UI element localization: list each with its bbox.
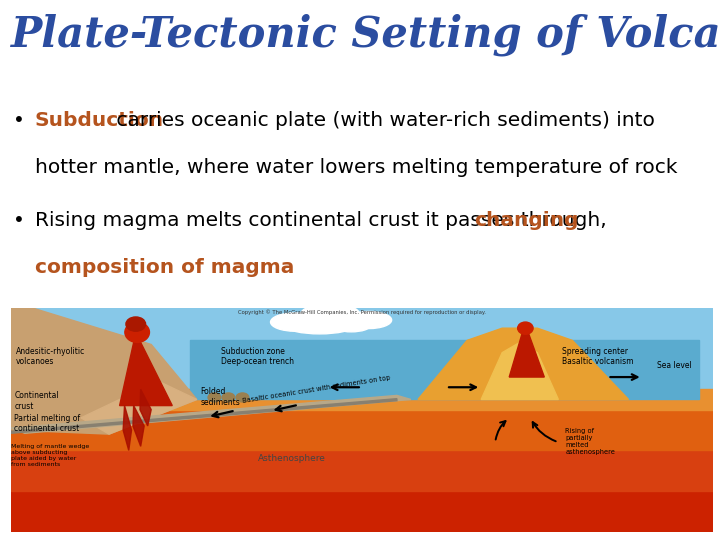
Polygon shape [11, 491, 713, 532]
Ellipse shape [208, 393, 221, 402]
Text: Subduction zone
Deep-ocean trench: Subduction zone Deep-ocean trench [222, 347, 294, 366]
Ellipse shape [346, 312, 392, 328]
Polygon shape [11, 389, 713, 410]
Text: Melting of mantle wedge
above subducting
plate aided by water
from sediments: Melting of mantle wedge above subducting… [11, 444, 89, 467]
Text: Partial melting of
continental crust: Partial melting of continental crust [14, 414, 81, 433]
Text: Continental
crust: Continental crust [14, 392, 59, 411]
Text: composition of magma: composition of magma [35, 258, 294, 277]
Polygon shape [481, 342, 559, 400]
Text: •: • [13, 211, 24, 229]
Text: Rising of
partially
melted
asthenosphere: Rising of partially melted asthenosphere [565, 428, 616, 455]
Polygon shape [509, 334, 544, 377]
Ellipse shape [300, 303, 360, 326]
Polygon shape [11, 410, 713, 450]
Text: Subduction: Subduction [35, 111, 163, 130]
Polygon shape [120, 342, 172, 406]
Ellipse shape [518, 322, 533, 334]
Polygon shape [11, 308, 713, 402]
Text: hotter mantle, where water lowers melting temperature of rock: hotter mantle, where water lowers meltin… [35, 158, 677, 177]
Polygon shape [123, 406, 132, 450]
Ellipse shape [287, 319, 353, 334]
Polygon shape [11, 450, 713, 491]
Text: Asthenosphere: Asthenosphere [258, 454, 325, 463]
Ellipse shape [236, 393, 249, 402]
Ellipse shape [332, 319, 371, 332]
Ellipse shape [126, 317, 145, 331]
Polygon shape [11, 308, 197, 434]
Text: Copyright © The McGraw-Hill Companies, Inc. Permission required for reproduction: Copyright © The McGraw-Hill Companies, I… [238, 309, 486, 315]
Polygon shape [418, 328, 629, 400]
Text: Folded
sediments: Folded sediments [200, 387, 240, 407]
Polygon shape [81, 381, 197, 434]
Text: Plate-Tectonic Setting of Volcanoes: Plate-Tectonic Setting of Volcanoes [11, 14, 720, 56]
Text: Sea level: Sea level [657, 361, 691, 370]
Text: carries oceanic plate (with water-rich sediments) into: carries oceanic plate (with water-rich s… [109, 111, 654, 130]
Text: Figure 6.7: Figure 6.7 [562, 489, 698, 513]
Polygon shape [140, 389, 151, 426]
Polygon shape [11, 399, 397, 433]
Text: Rising magma melts continental crust it passes through,: Rising magma melts continental crust it … [35, 211, 613, 229]
Text: •: • [13, 111, 24, 130]
Text: Andesitic-rhyolitic
volcanoes: Andesitic-rhyolitic volcanoes [16, 347, 85, 366]
Ellipse shape [222, 393, 235, 402]
Text: changing: changing [474, 211, 578, 229]
Polygon shape [133, 406, 144, 447]
Text: Basaltic oceanic crust with sediments on top: Basaltic oceanic crust with sediments on… [243, 375, 391, 404]
Ellipse shape [125, 322, 150, 342]
Ellipse shape [271, 313, 320, 331]
Text: Spreading center
Basaltic volcanism: Spreading center Basaltic volcanism [562, 347, 634, 366]
Polygon shape [11, 395, 411, 433]
Polygon shape [190, 340, 698, 400]
